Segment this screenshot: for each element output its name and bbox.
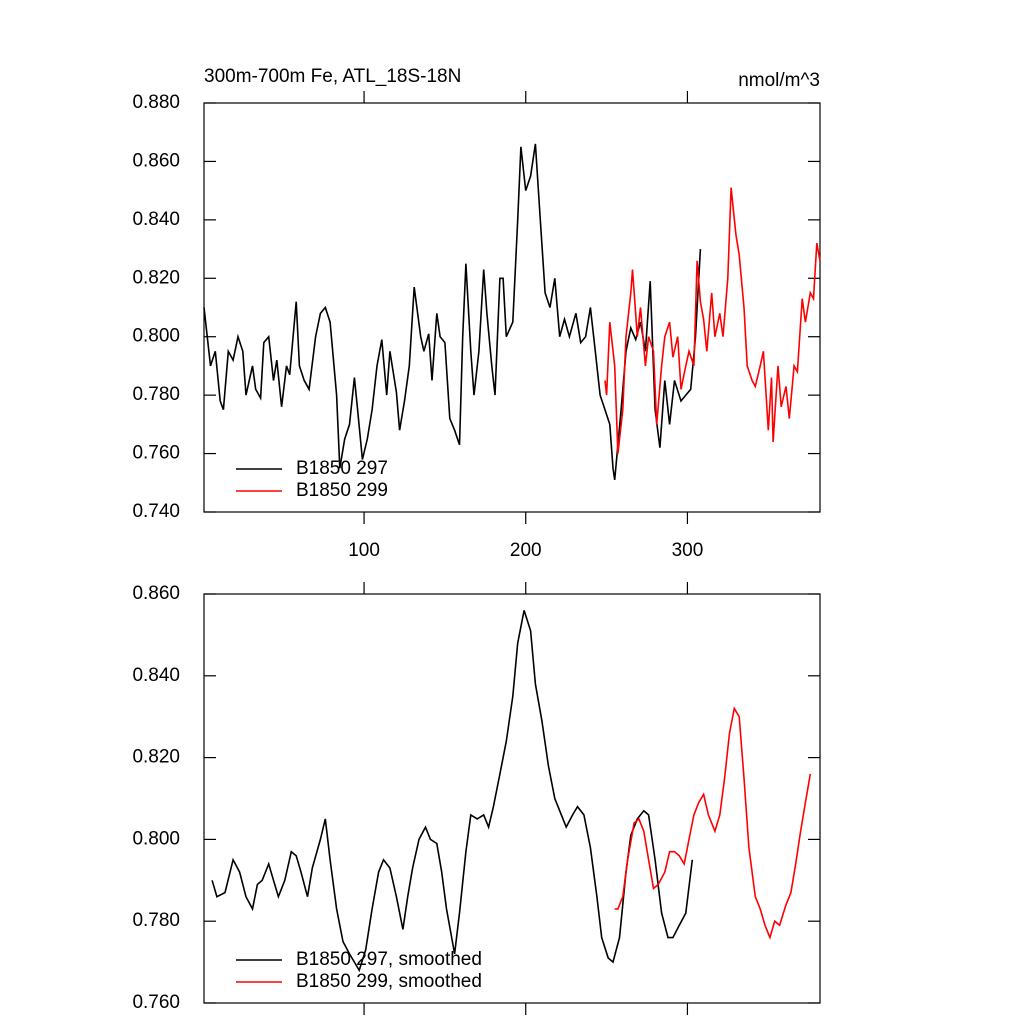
units-label: nmol/m^3 — [738, 70, 820, 91]
y-tick-label: 0.840 — [132, 209, 180, 230]
legend-label: B1850 297 — [296, 458, 388, 479]
y-tick-label: 0.780 — [132, 910, 180, 931]
y-tick-label: 0.760 — [132, 992, 180, 1013]
y-tick-label: 0.840 — [132, 665, 180, 686]
plot-frame — [203, 593, 821, 1004]
series-line — [604, 187, 821, 454]
y-tick-label: 0.880 — [132, 92, 180, 113]
y-tick-label: 0.740 — [132, 501, 180, 522]
series-line — [211, 610, 694, 973]
y-tick-label: 0.780 — [132, 384, 180, 405]
legend-label: B1850 297, smoothed — [296, 949, 482, 970]
legend-label: B1850 299, smoothed — [296, 971, 482, 992]
legend-label: B1850 299 — [296, 480, 388, 501]
series-line — [614, 706, 812, 941]
y-tick-label: 0.800 — [132, 828, 180, 849]
y-tick-label: 0.800 — [132, 326, 180, 347]
y-tick-label: 0.820 — [132, 747, 180, 768]
x-tick-label: 300 — [672, 540, 704, 561]
x-tick-label: 100 — [348, 540, 380, 561]
y-tick-label: 0.760 — [132, 443, 180, 464]
x-tick-label: 200 — [510, 540, 542, 561]
chart-title: 300m-700m Fe, ATL_18S-18N — [204, 66, 461, 87]
series-line — [203, 143, 702, 481]
y-tick-label: 0.860 — [132, 150, 180, 171]
y-tick-label: 0.860 — [132, 583, 180, 604]
y-tick-label: 0.820 — [132, 267, 180, 288]
